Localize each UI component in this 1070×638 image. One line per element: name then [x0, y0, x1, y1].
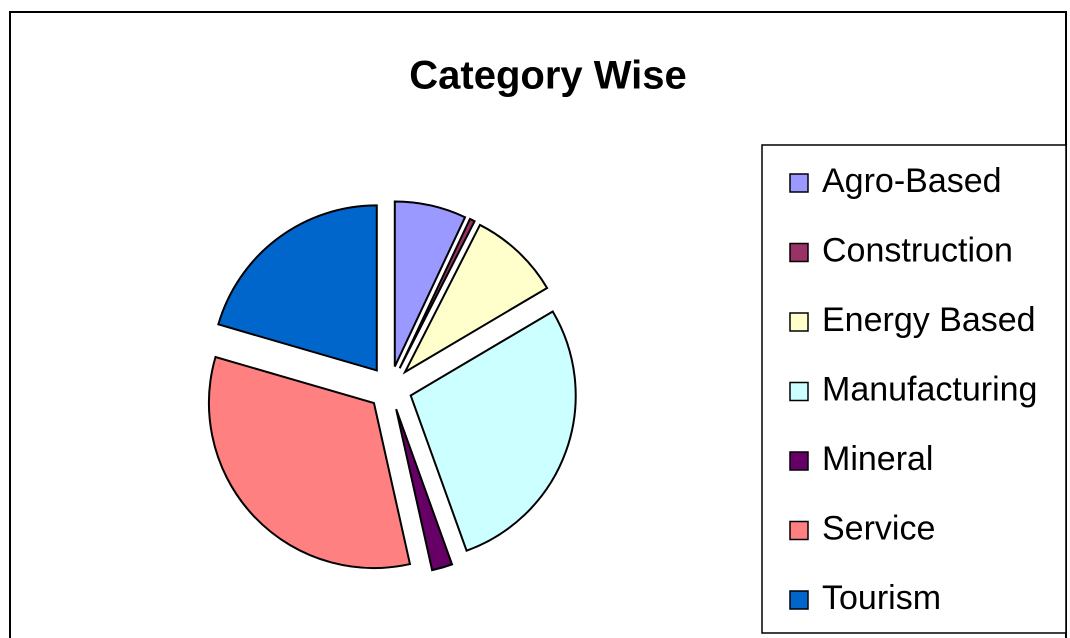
pie-slice [217, 204, 378, 372]
pie-slice [398, 217, 476, 369]
legend-swatch [789, 173, 809, 193]
legend-box [761, 144, 1067, 634]
pie-slice [393, 200, 467, 367]
legend-swatch [789, 520, 809, 541]
legend-label: Service [822, 509, 935, 547]
pie-slice [208, 355, 412, 570]
pie-slice [409, 310, 577, 552]
legend-label: Mineral [822, 440, 933, 478]
legend-swatch [789, 590, 809, 610]
pie-slice [395, 408, 454, 572]
pie-slice [402, 223, 549, 375]
legend-label: Construction [822, 231, 1013, 269]
legend-swatch [789, 451, 809, 471]
legend-swatch [789, 242, 809, 263]
legend-swatch [789, 381, 809, 402]
legend-label: Energy Based [822, 301, 1036, 339]
legend-label: Tourism [822, 579, 941, 617]
legend-label: Manufacturing [822, 370, 1037, 408]
chart-title: Category Wise [409, 54, 687, 98]
legend-label: Agro-Based [822, 162, 1002, 200]
legend-swatch [789, 312, 809, 332]
